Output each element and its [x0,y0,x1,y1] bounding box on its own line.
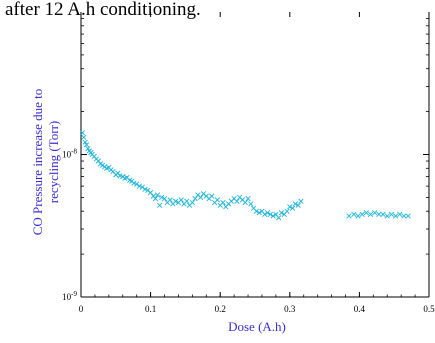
data-point [147,190,154,196]
y-axis-title-line-1: CO Pressure increase due to [30,89,45,236]
x-tick-label: 0.5 [423,304,435,314]
data-point [372,210,378,216]
data-point [367,211,374,217]
data-point [284,208,290,214]
data-point [298,198,304,204]
data-point [79,130,86,136]
data-point [401,213,407,219]
data-points [79,130,411,221]
data-point [214,197,221,203]
ticks: 0 0.1 0.2 0.3 0.4 0.5 10-9 10-8 [62,12,435,314]
data-point [159,194,165,201]
x-tick-label: 0.1 [145,304,156,314]
data-point [292,201,298,207]
data-point [270,213,276,219]
data-point [192,196,198,202]
data-point [139,184,145,190]
data-point [276,215,282,221]
data-point [234,198,240,204]
data-point [287,204,293,210]
data-point [184,198,190,204]
data-point [392,213,399,219]
y-tick-label: 10-9 [62,290,77,302]
data-point [376,211,382,217]
data-point [142,186,148,192]
data-point [256,210,262,216]
data-point [189,199,195,206]
data-point [380,211,386,217]
x-tick-label: 0.3 [284,304,296,314]
data-point [242,199,248,206]
data-point [82,139,88,145]
data-point [405,213,411,219]
y-tick-label: 10-8 [62,148,77,160]
data-point [220,199,226,206]
data-point [359,211,365,217]
data-point [262,211,268,217]
data-point [95,158,102,164]
data-point [152,196,159,202]
data-point [355,213,361,219]
data-point [384,213,390,219]
data-point [134,181,140,187]
data-point [388,211,395,217]
data-point [248,201,254,207]
y-axis-title: CO Pressure increase due to recycling (T… [30,89,61,236]
data-point [198,194,204,201]
y-axis-title-line-2: recycling (Torr) [46,121,61,203]
x-tick-label: 0 [79,304,84,314]
data-point [264,210,271,216]
axes [80,12,430,298]
data-point [245,196,251,202]
data-point [131,180,137,186]
data-point [154,192,161,198]
data-point [81,134,87,140]
data-point [351,211,357,217]
data-point [278,210,285,216]
x-tick-label: 0.4 [354,304,366,314]
data-point [83,142,90,148]
x-axis-title: Dose (A.h) [228,319,286,334]
data-point [363,210,369,216]
data-point [289,205,296,211]
data-point [397,211,403,217]
caption-text: after 12 A.h conditioning. [5,0,201,20]
data-point [295,202,301,208]
data-point [167,197,173,203]
data-point [136,183,143,189]
data-point [209,193,215,199]
data-point [161,196,168,202]
data-point [157,202,163,208]
data-point [253,208,260,214]
data-point [346,213,352,219]
data-point [173,198,179,204]
data-point [178,197,184,203]
x-tick-label: 0.2 [215,304,226,314]
data-point [267,211,273,217]
